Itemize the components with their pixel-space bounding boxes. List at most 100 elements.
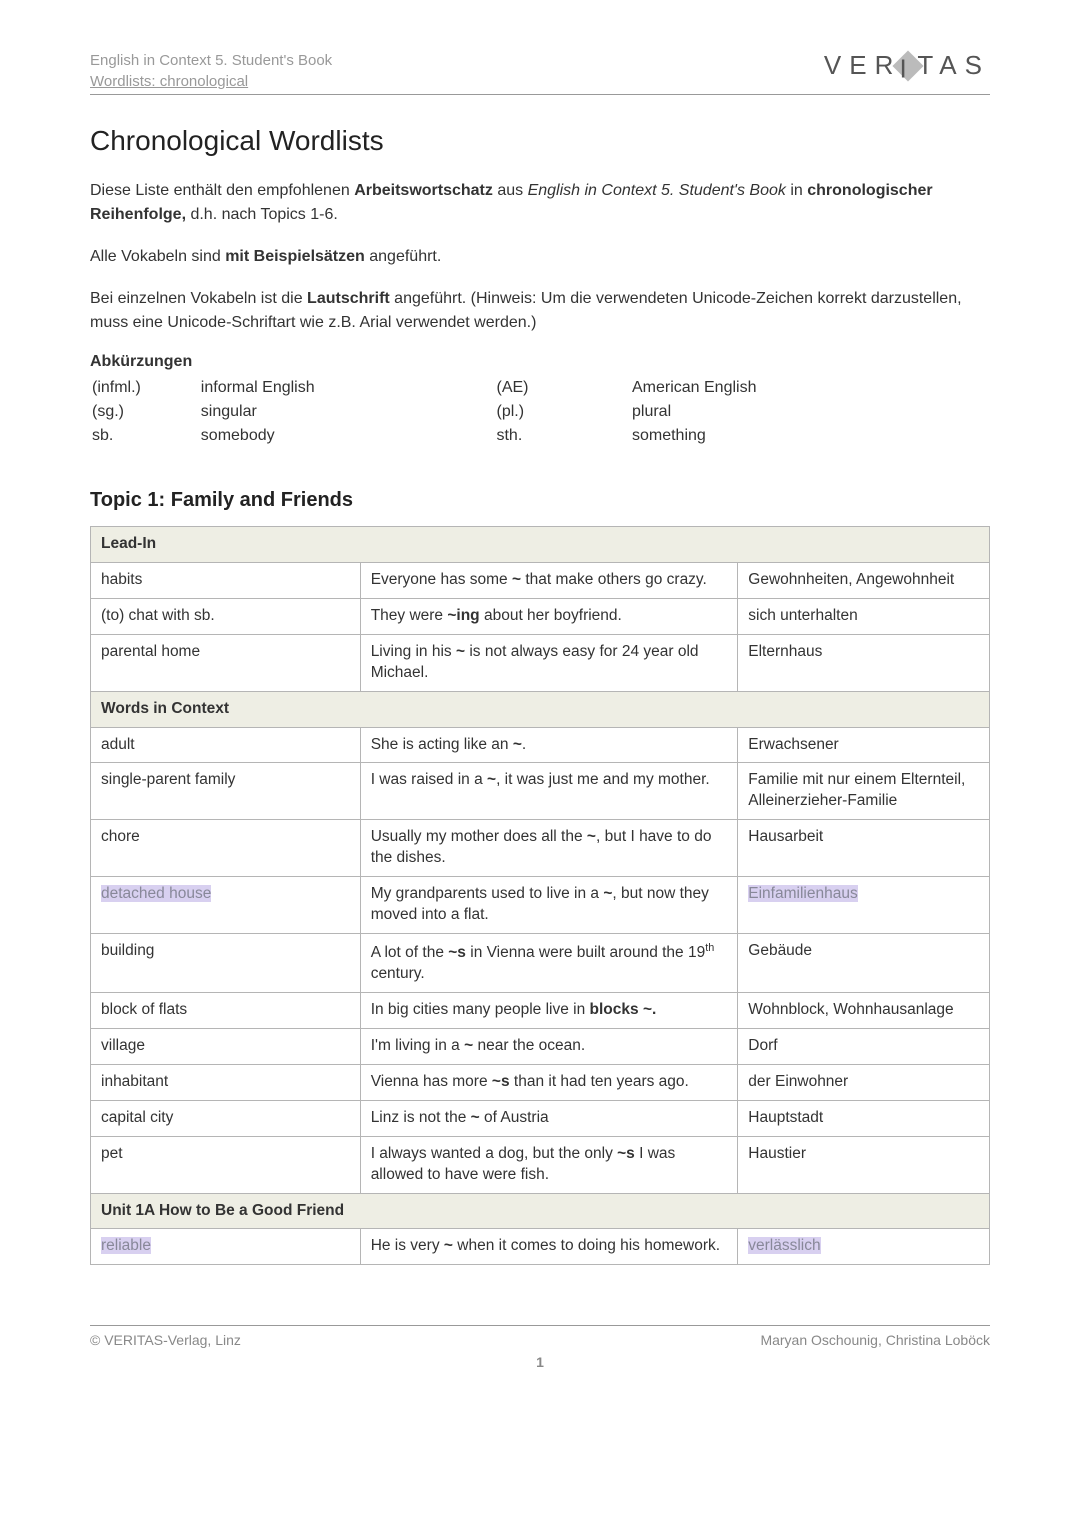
word-row: choreUsually my mother does all the ~, b… — [91, 820, 990, 877]
translation-cell: Haustier — [738, 1136, 990, 1193]
abbr-title: Abkürzungen — [90, 353, 990, 371]
word-row: single-parent familyI was raised in a ~,… — [91, 763, 990, 820]
abbr-key: sb. — [92, 425, 199, 447]
translation-cell: Dorf — [738, 1028, 990, 1064]
word-cell: village — [91, 1028, 361, 1064]
abbr-key: (pl.) — [496, 401, 630, 423]
abbr-val: plural — [632, 401, 988, 423]
section-header-label: Words in Context — [91, 691, 990, 727]
abbr-val: informal English — [201, 377, 495, 399]
page-title: Chronological Wordlists — [90, 125, 990, 157]
abbr-row: (sg.)singular(pl.)plural — [92, 401, 988, 423]
header-line1: English in Context 5. Student's Book — [90, 50, 332, 71]
example-cell: Linz is not the ~ of Austria — [360, 1100, 738, 1136]
word-row: reliable He is very ~ when it comes to do… — [91, 1229, 990, 1265]
word-cell: chore — [91, 820, 361, 877]
word-highlight: reliable — [101, 1237, 151, 1254]
section-header-row: Lead-In — [91, 527, 990, 563]
word-cell: pet — [91, 1136, 361, 1193]
page-footer: © VERITAS-Verlag, Linz Maryan Oschounig,… — [90, 1325, 990, 1348]
translation-cell: Familie mit nur einem Elternteil, Allein… — [738, 763, 990, 820]
footer-right: Maryan Oschounig, Christina Loböck — [760, 1332, 990, 1348]
example-cell: I'm living in a ~ near the ocean. — [360, 1028, 738, 1064]
example-cell: I always wanted a dog, but the only ~s I… — [360, 1136, 738, 1193]
example-cell: Usually my mother does all the ~, but I … — [360, 820, 738, 877]
section-header-label: Lead-In — [91, 527, 990, 563]
translation-cell: Gebäude — [738, 933, 990, 992]
page-header: English in Context 5. Student's Book Wor… — [90, 50, 990, 95]
page-number: 1 — [90, 1354, 990, 1370]
abbr-val: somebody — [201, 425, 495, 447]
word-cell: single-parent family — [91, 763, 361, 820]
example-cell: Everyone has some ~ that make others go … — [360, 562, 738, 598]
word-cell: block of flats — [91, 992, 361, 1028]
section-header-row: Unit 1A How to Be a Good Friend — [91, 1193, 990, 1229]
example-cell: My grandparents used to live in a ~, but… — [360, 877, 738, 934]
abbr-row: (infml.)informal English(AE)American Eng… — [92, 377, 988, 399]
word-row: (to) chat with sb.They were ~ing about h… — [91, 598, 990, 634]
word-cell: inhabitant — [91, 1064, 361, 1100]
translation-cell: Hauptstadt — [738, 1100, 990, 1136]
wordlist-table: Lead-InhabitsEveryone has some ~ that ma… — [90, 526, 990, 1265]
translation-cell: verlässlich — [738, 1229, 990, 1265]
example-cell: A lot of the ~s in Vienna were built aro… — [360, 933, 738, 992]
abbr-key: (infml.) — [92, 377, 199, 399]
example-cell: Vienna has more ~s than it had ten years… — [360, 1064, 738, 1100]
translation-cell: Hausarbeit — [738, 820, 990, 877]
word-cell: capital city — [91, 1100, 361, 1136]
logo-right: TAS — [917, 50, 990, 81]
translation-cell: Einfamilienhaus — [738, 877, 990, 934]
abbr-key: sth. — [496, 425, 630, 447]
example-cell: They were ~ing about her boyfriend. — [360, 598, 738, 634]
word-cell: adult — [91, 727, 361, 763]
abbr-table: (infml.)informal English(AE)American Eng… — [90, 375, 990, 449]
topic-title: Topic 1: Family and Friends — [90, 489, 990, 512]
translation-cell: Elternhaus — [738, 634, 990, 691]
word-cell: detached house — [91, 877, 361, 934]
example-cell: In big cities many people live in blocks… — [360, 992, 738, 1028]
intro-block: Diese Liste enthält den empfohlenen Arbe… — [90, 179, 990, 449]
word-row: block of flatsIn big cities many people … — [91, 992, 990, 1028]
word-row: parental homeLiving in his ~ is not alwa… — [91, 634, 990, 691]
example-cell: He is very ~ when it comes to doing his … — [360, 1229, 738, 1265]
translation-cell: Erwachsener — [738, 727, 990, 763]
translation-cell: Gewohnheiten, Angewohnheit — [738, 562, 990, 598]
veritas-logo: VER I TAS — [824, 50, 990, 81]
word-row: capital cityLinz is not the ~ of Austria… — [91, 1100, 990, 1136]
intro-p2: Alle Vokabeln sind mit Beispielsätzen an… — [90, 245, 990, 269]
footer-left: © VERITAS-Verlag, Linz — [90, 1332, 241, 1348]
word-row: inhabitantVienna has more ~s than it had… — [91, 1064, 990, 1100]
word-row: habitsEveryone has some ~ that make othe… — [91, 562, 990, 598]
translation-cell: der Einwohner — [738, 1064, 990, 1100]
example-cell: I was raised in a ~, it was just me and … — [360, 763, 738, 820]
word-row: adultShe is acting like an ~.Erwachsener — [91, 727, 990, 763]
intro-p3: Bei einzelnen Vokabeln ist die Lautschri… — [90, 287, 990, 335]
abbr-row: sb.somebodysth.something — [92, 425, 988, 447]
trans-highlight: Einfamilienhaus — [748, 885, 857, 902]
translation-cell: sich unterhalten — [738, 598, 990, 634]
section-header-label: Unit 1A How to Be a Good Friend — [91, 1193, 990, 1229]
intro-p1: Diese Liste enthält den empfohlenen Arbe… — [90, 179, 990, 227]
section-header-row: Words in Context — [91, 691, 990, 727]
translation-cell: Wohnblock, Wohnhausanlage — [738, 992, 990, 1028]
abbr-val: American English — [632, 377, 988, 399]
word-row: buildingA lot of the ~s in Vienna were b… — [91, 933, 990, 992]
word-row: petI always wanted a dog, but the only ~… — [91, 1136, 990, 1193]
abbr-val: something — [632, 425, 988, 447]
word-highlight: detached house — [101, 885, 211, 902]
trans-highlight: verlässlich — [748, 1237, 820, 1254]
word-row: detached house My grandparents used to li… — [91, 877, 990, 934]
logo-left: VER — [824, 50, 901, 81]
word-cell: building — [91, 933, 361, 992]
word-cell: habits — [91, 562, 361, 598]
abbr-val: singular — [201, 401, 495, 423]
word-cell: reliable — [91, 1229, 361, 1265]
header-meta: English in Context 5. Student's Book Wor… — [90, 50, 332, 92]
word-row: villageI'm living in a ~ near the ocean.… — [91, 1028, 990, 1064]
abbr-key: (AE) — [496, 377, 630, 399]
header-line2: Wordlists: chronological — [90, 71, 332, 92]
example-cell: She is acting like an ~. — [360, 727, 738, 763]
example-cell: Living in his ~ is not always easy for 2… — [360, 634, 738, 691]
abbr-key: (sg.) — [92, 401, 199, 423]
word-cell: parental home — [91, 634, 361, 691]
